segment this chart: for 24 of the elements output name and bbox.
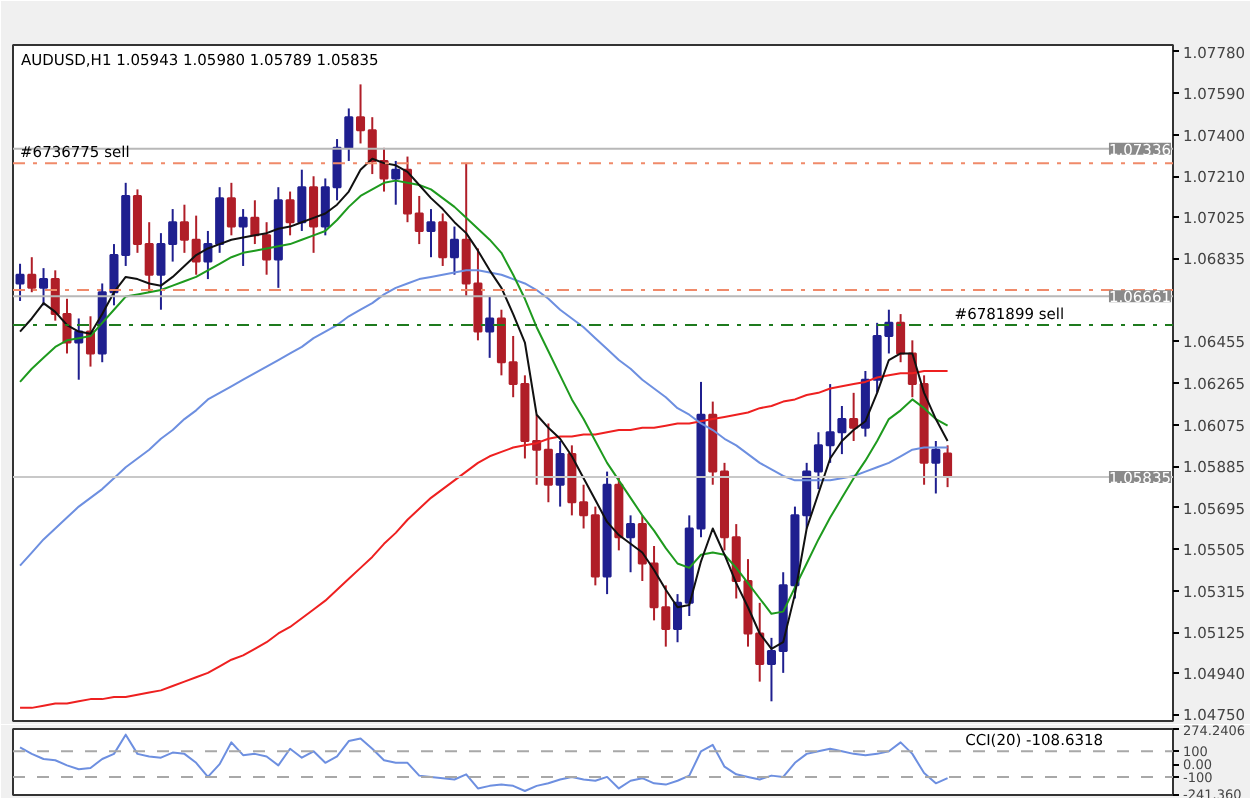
candlestick	[943, 444, 953, 489]
candlestick	[39, 267, 49, 307]
candlestick	[226, 181, 236, 237]
candlestick	[15, 262, 25, 302]
line-series	[19, 733, 949, 792]
candlestick	[262, 221, 272, 276]
candlestick	[896, 313, 906, 364]
candlestick	[250, 199, 260, 246]
candlestick	[285, 190, 295, 237]
candlestick	[931, 439, 941, 495]
candlestick	[379, 146, 389, 193]
candlestick	[426, 208, 436, 259]
candlestick	[449, 225, 459, 276]
candlestick	[391, 159, 401, 206]
candlestick	[238, 208, 248, 267]
candlestick	[297, 168, 307, 232]
candlestick	[849, 391, 859, 442]
candlestick	[27, 256, 37, 294]
candlestick	[555, 439, 565, 508]
candlestick	[637, 514, 647, 582]
candlestick	[438, 212, 448, 267]
candlestick	[626, 514, 636, 574]
candlestick	[485, 295, 495, 359]
candlestick	[309, 175, 319, 254]
